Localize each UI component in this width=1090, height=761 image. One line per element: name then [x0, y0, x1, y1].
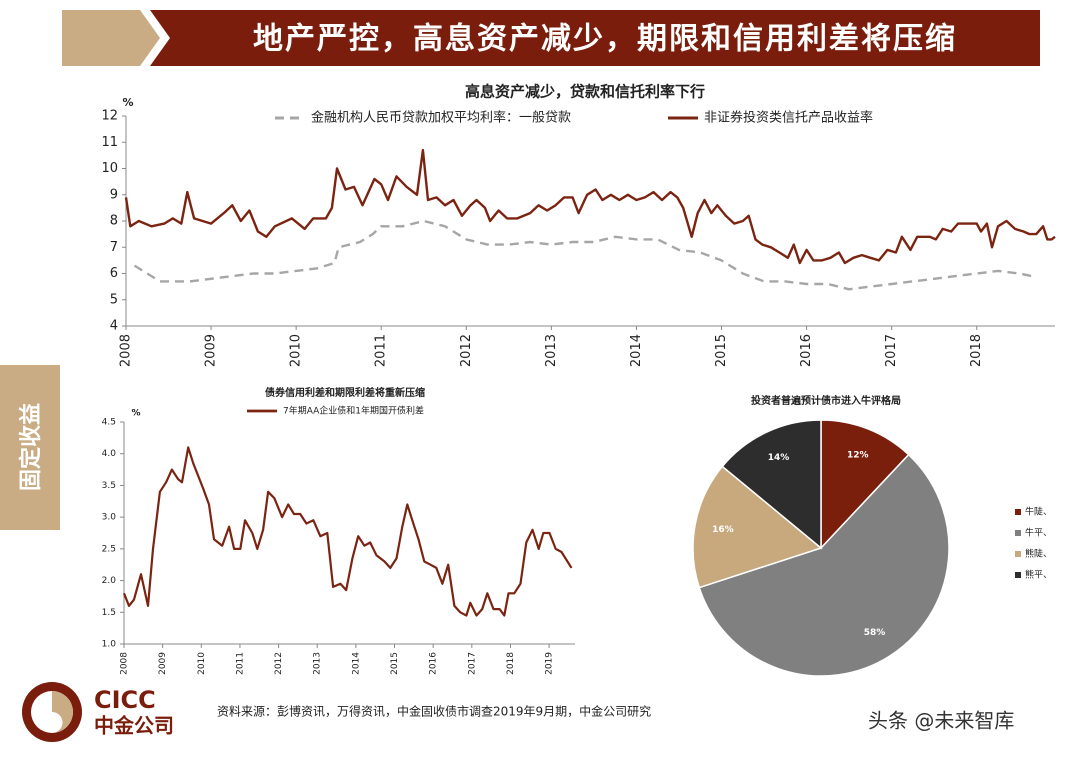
y-tick-label: 9: [110, 187, 118, 202]
series-line: [122, 446, 573, 617]
logo-mark: [52, 691, 73, 733]
x-tick-label: 2018: [506, 652, 516, 675]
legend-label: 熊平、: [1025, 569, 1052, 581]
x-tick-label: 2018: [969, 334, 984, 367]
x-tick-label: 2009: [204, 334, 219, 367]
y-tick-label: 2.5: [102, 544, 116, 554]
logo-en: CICC: [94, 686, 156, 714]
y-tick-label: 1.5: [102, 608, 116, 618]
x-tick-label: 2013: [313, 652, 323, 675]
y-tick-label: 5: [110, 292, 118, 307]
logo-cn: 中金公司: [94, 714, 174, 738]
plots: 4 5 6 7 8 9 10 11 12 2008 2009 2010 2011 2012 2013 2014…: [101, 109, 1056, 677]
x-tick-label: 2013: [544, 334, 559, 367]
x-tick-label: 2011: [235, 652, 245, 675]
y-tick-label: 3.5: [102, 481, 116, 491]
x-tick-label: 2014: [629, 334, 644, 367]
legend-swatch: [1015, 530, 1021, 536]
legend-swatch: [1015, 551, 1021, 557]
x-tick-label: 2010: [197, 652, 207, 675]
header-banner: [150, 10, 1040, 66]
legend-label: 非证券投资类信托产品收益率: [704, 110, 873, 126]
x-tick-label: 2009: [158, 652, 168, 675]
y-tick-label: 7: [110, 240, 118, 255]
x-tick-label: 2017: [467, 652, 477, 675]
side-tab: [0, 365, 60, 530]
y-tick-label: 10: [101, 161, 118, 176]
legend-label: 牛陡、: [1025, 506, 1052, 518]
y-tick-label: 3.0: [102, 513, 117, 523]
series-line: [133, 219, 1033, 291]
x-tick-label: 2016: [429, 652, 439, 675]
legend-label: 熊陡、: [1025, 548, 1052, 560]
legend-label: 金融机构人民币贷款加权平均利率：一般贷款: [311, 110, 571, 126]
slice-label: 14%: [768, 453, 790, 463]
series-line: [124, 148, 1056, 265]
y-tick-label: 11: [101, 135, 118, 150]
source-note: 资料来源：彭博资讯，万得资讯，中金固收债市调查2019年9月期，中金公司研究: [217, 704, 651, 719]
y-tick-label: 12: [101, 109, 118, 124]
y-unit: %: [122, 96, 133, 109]
pie-slice: [721, 419, 822, 550]
x-tick-label: 2008: [119, 334, 134, 367]
legend-swatch: [1015, 509, 1021, 515]
slide-title: 地产严控，高息资产减少，期限和信用利差将压缩: [253, 22, 957, 57]
slice-label: 16%: [712, 525, 734, 535]
x-tick-label: 2016: [799, 334, 814, 367]
x-tick-label: 2010: [289, 334, 304, 367]
x-tick-label: 2008: [120, 652, 130, 675]
y-tick-label: 1.0: [102, 640, 117, 650]
x-tick-label: 2015: [714, 334, 729, 367]
x-tick-label: 2017: [884, 334, 899, 367]
slice-label: 58%: [864, 628, 886, 638]
x-tick-label: 2011: [374, 334, 389, 367]
x-tick-label: 2015: [390, 652, 400, 675]
pie-slice: [698, 453, 950, 677]
y-tick-label: 6: [110, 266, 118, 281]
chart-title: 高息资产减少，贷款和信托利率下行: [465, 83, 705, 101]
chart-title: 投资者普遍预计债市进入牛评格局: [751, 394, 901, 407]
y-tick-label: 4.5: [102, 418, 116, 428]
x-tick-label: 2012: [274, 652, 284, 675]
header-arrow: [62, 10, 160, 66]
slice-label: 12%: [847, 451, 869, 461]
y-tick-label: 2.0: [102, 576, 117, 586]
y-tick-label: 4.0: [102, 449, 117, 459]
x-tick-label: 2019: [545, 652, 555, 675]
logo: CICC 中金公司: [22, 682, 174, 742]
watermark: 头条 @未来智库: [868, 709, 1014, 733]
y-unit: %: [131, 409, 140, 419]
legend-label: 7年期AA企业债和1年期国开债利差: [283, 405, 424, 417]
chart-title: 债券信用利差和期限利差将重新压缩: [265, 386, 425, 399]
pie-slice: [692, 465, 823, 589]
legend-swatch: [1015, 572, 1021, 578]
y-tick-label: 8: [110, 214, 118, 229]
y-tick-label: 4: [110, 319, 118, 334]
legend-label: 牛平、: [1025, 527, 1052, 539]
side-label: 固定收益: [18, 403, 44, 491]
x-tick-label: 2012: [459, 334, 474, 367]
pie-slice: [820, 419, 910, 550]
x-tick-label: 2014: [351, 652, 361, 675]
